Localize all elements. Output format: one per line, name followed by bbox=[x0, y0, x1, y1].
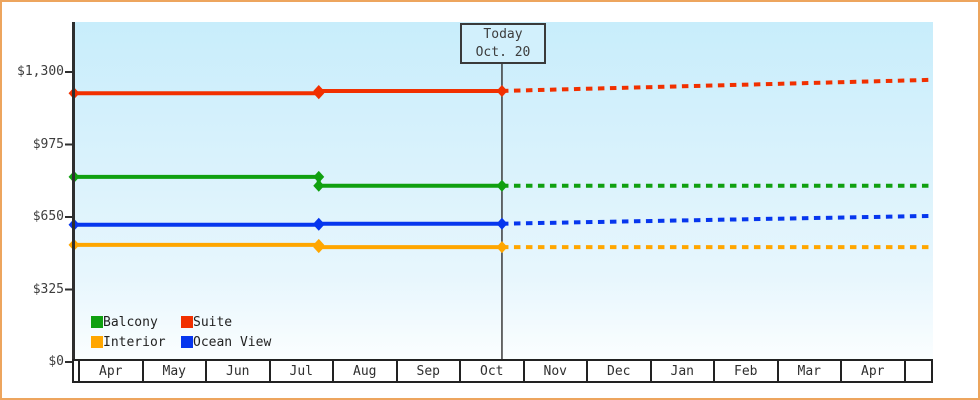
today-marker-box: Today Oct. 20 bbox=[460, 23, 546, 64]
price-point-suite bbox=[496, 84, 508, 97]
legend-swatch-icon bbox=[91, 336, 103, 348]
legend-label: Interior bbox=[103, 334, 166, 350]
month-cell-partial bbox=[903, 361, 928, 381]
y-axis-line bbox=[72, 22, 75, 363]
legend-label: Balcony bbox=[103, 314, 158, 330]
legend-item-ocean-view: Ocean View bbox=[181, 335, 271, 350]
month-cell-apr-0: Apr bbox=[78, 361, 142, 381]
y-axis-label: $0 bbox=[48, 354, 64, 369]
y-axis-label: $975 bbox=[32, 136, 64, 152]
month-cell-may-1: May bbox=[141, 361, 205, 381]
y-axis-label: $325 bbox=[32, 281, 64, 297]
y-axis-label: $1,300 bbox=[17, 64, 64, 79]
legend-row: Balcony Suite bbox=[91, 312, 271, 332]
month-cell-jun-2: Jun bbox=[205, 361, 269, 381]
legend-swatch-icon bbox=[91, 316, 103, 328]
month-cell-mar-11: Mar bbox=[776, 361, 840, 381]
y-axis-tick bbox=[65, 288, 74, 291]
price-point-interior bbox=[496, 241, 508, 254]
price-point-interior bbox=[313, 241, 325, 254]
month-cell-jan-9: Jan bbox=[649, 361, 713, 381]
price-point-balcony bbox=[313, 179, 325, 192]
plot-area bbox=[74, 22, 933, 361]
x-axis-month-row: Apr May Jun Jul Aug Sep Oct Nov Dec Jan Feb Mar Apr bbox=[72, 359, 933, 383]
price-point-ocean-view bbox=[496, 217, 508, 230]
legend-label: Suite bbox=[193, 314, 233, 330]
y-axis-label: $650 bbox=[32, 209, 64, 224]
month-cell-nov-7: Nov bbox=[522, 361, 586, 381]
legend-item-suite: Suite bbox=[181, 315, 232, 330]
legend-item-interior: Interior bbox=[91, 335, 181, 350]
month-cell-aug-4: Aug bbox=[332, 361, 396, 381]
month-cell-feb-10: Feb bbox=[713, 361, 777, 381]
y-axis-tick bbox=[65, 71, 74, 73]
month-cell-oct-6: Oct bbox=[459, 361, 523, 381]
price-line-history-suite bbox=[74, 88, 502, 96]
price-point-balcony bbox=[496, 179, 508, 192]
y-axis-tick bbox=[65, 143, 74, 146]
today-date: Oct. 20 bbox=[475, 45, 531, 60]
month-cell-dec-8: Dec bbox=[586, 361, 650, 381]
price-point-ocean-view bbox=[313, 217, 325, 230]
legend-item-balcony: Balcony bbox=[91, 315, 181, 330]
legend-label: Ocean View bbox=[193, 334, 272, 350]
today-label: Today bbox=[483, 27, 523, 42]
y-axis-tick bbox=[65, 216, 74, 218]
legend-swatch-icon bbox=[181, 316, 193, 328]
y-axis-tick bbox=[65, 361, 74, 363]
price-line-history-ocean-view bbox=[74, 221, 502, 227]
price-line-history-interior bbox=[74, 242, 502, 250]
price-point-suite bbox=[313, 84, 325, 97]
month-cell-jul-3: Jul bbox=[268, 361, 332, 381]
price-point-balcony bbox=[313, 170, 325, 183]
month-cell-sep-5: Sep bbox=[395, 361, 459, 381]
legend-swatch-icon bbox=[181, 336, 193, 348]
month-cell-apr-12: Apr bbox=[840, 361, 904, 381]
chart-legend: Balcony Suite Interior Ocean View bbox=[91, 312, 271, 352]
legend-row: Interior Ocean View bbox=[91, 332, 271, 352]
